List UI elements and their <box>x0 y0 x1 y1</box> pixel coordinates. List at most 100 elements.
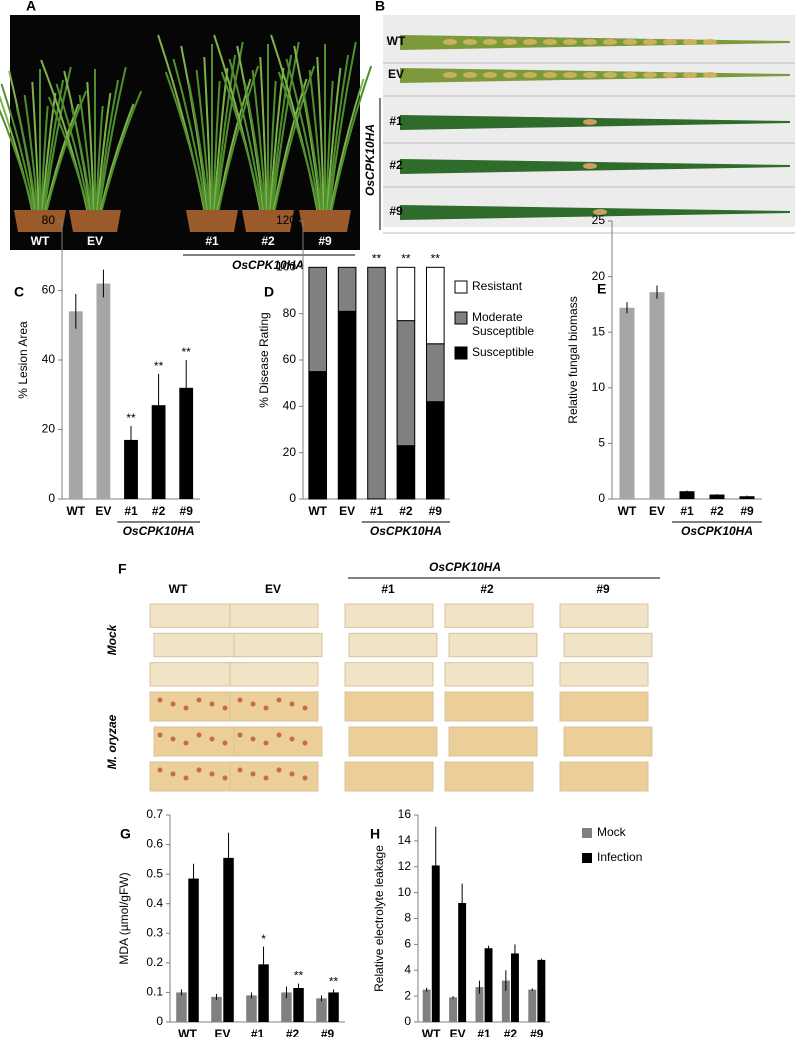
lesion <box>563 39 577 45</box>
genotype-label: #2 <box>389 158 403 172</box>
plant-leaf <box>259 56 268 213</box>
significance: ** <box>401 252 411 266</box>
y-tick-label: 60 <box>283 352 297 366</box>
stain <box>237 732 243 738</box>
genotype-label: #2 <box>261 234 275 248</box>
plant-leaf <box>98 66 127 213</box>
lesion <box>603 39 617 45</box>
leaf-strip <box>559 603 649 628</box>
significance: ** <box>154 359 164 373</box>
stain <box>222 705 228 711</box>
bar <box>422 989 431 1022</box>
y-axis-label: MDA (µmol/gFW) <box>117 872 131 964</box>
y-tick-label: 0.6 <box>146 837 163 851</box>
stain <box>170 771 176 777</box>
legend-label: Moderate Susceptible <box>472 310 535 338</box>
panel-label: B <box>375 0 385 14</box>
stain <box>250 701 256 707</box>
plant-leaf <box>268 80 277 213</box>
lesion <box>503 72 517 78</box>
bar <box>328 992 339 1022</box>
significance: ** <box>126 411 136 425</box>
leaf-strip <box>444 691 534 722</box>
genotype-label: #1 <box>205 234 219 248</box>
bar <box>151 405 166 499</box>
pot <box>69 210 121 232</box>
plant-leaf <box>195 69 211 213</box>
group-label: OsCPK10HA <box>232 258 304 272</box>
leaf-strip <box>233 726 323 757</box>
lesion <box>603 72 617 78</box>
bar-segment <box>396 320 416 447</box>
bar-segment <box>396 445 416 500</box>
x-tick-label: WT <box>422 1027 441 1037</box>
leaf-strip <box>559 662 649 687</box>
stain <box>196 732 202 738</box>
lesion <box>623 72 637 78</box>
lesion <box>483 39 497 45</box>
bar <box>246 995 257 1022</box>
plant-leaf <box>172 58 208 213</box>
x-tick-label: EV <box>214 1027 230 1037</box>
y-tick-label: 20 <box>42 422 56 436</box>
lesion <box>643 39 657 45</box>
genotype-label: WT <box>31 234 50 248</box>
y-tick-label: 20 <box>592 269 606 283</box>
bar-segment <box>425 266 445 345</box>
x-tick-label: #9 <box>321 1027 335 1037</box>
genotype-label: #1 <box>381 582 395 596</box>
lesion <box>443 72 457 78</box>
leaf-strip <box>559 691 649 722</box>
plant-leaf <box>86 81 95 213</box>
plant-leaf <box>251 69 267 213</box>
significance: ** <box>372 252 382 266</box>
stain <box>289 771 295 777</box>
y-tick-label: 0.7 <box>146 807 163 821</box>
lesion <box>663 39 677 45</box>
lesion <box>683 39 697 45</box>
y-tick-label: 80 <box>42 213 56 227</box>
y-tick-label: 0 <box>48 491 55 505</box>
x-tick-label: EV <box>649 504 665 518</box>
leaf-strip <box>444 603 534 628</box>
lesion <box>523 72 537 78</box>
stain <box>237 767 243 773</box>
bar <box>619 307 635 499</box>
leaf-strip <box>559 761 649 792</box>
lesion <box>623 39 637 45</box>
bar <box>449 997 458 1022</box>
y-tick-label: 10 <box>398 885 412 899</box>
plant-leaf <box>328 41 357 213</box>
plant-leaf <box>285 58 321 213</box>
bar-segment <box>308 371 328 500</box>
bar <box>537 959 546 1022</box>
y-tick-label: 10 <box>592 380 606 394</box>
genotype-label: EV <box>87 234 103 248</box>
y-tick-label: 120 <box>276 213 296 227</box>
lesion <box>643 72 657 78</box>
plant-leaf <box>70 107 93 213</box>
y-axis-label: % Lesion Area <box>16 321 30 399</box>
x-tick-label: #1 <box>370 504 384 518</box>
leaf-strip <box>149 603 239 628</box>
bar-segment <box>337 310 357 500</box>
bar <box>223 857 234 1022</box>
x-tick-label: #2 <box>504 1027 518 1037</box>
bar-segment <box>425 401 445 500</box>
x-tick-label: WT <box>178 1027 197 1037</box>
plant-leaf <box>327 54 350 213</box>
leaf-strip <box>348 726 438 757</box>
x-tick-label: #1 <box>124 504 138 518</box>
lesion <box>523 39 537 45</box>
y-tick-label: 12 <box>398 859 412 873</box>
plant-leaf <box>187 82 210 213</box>
stain <box>263 705 269 711</box>
panel-label: G <box>120 826 131 842</box>
lesion <box>543 72 557 78</box>
plant-leaf <box>97 79 120 213</box>
y-tick-label: 0.2 <box>146 955 163 969</box>
y-tick-label: 0 <box>156 1014 163 1028</box>
legend-entry: Moderate Susceptible <box>472 310 535 338</box>
bar <box>475 987 484 1022</box>
